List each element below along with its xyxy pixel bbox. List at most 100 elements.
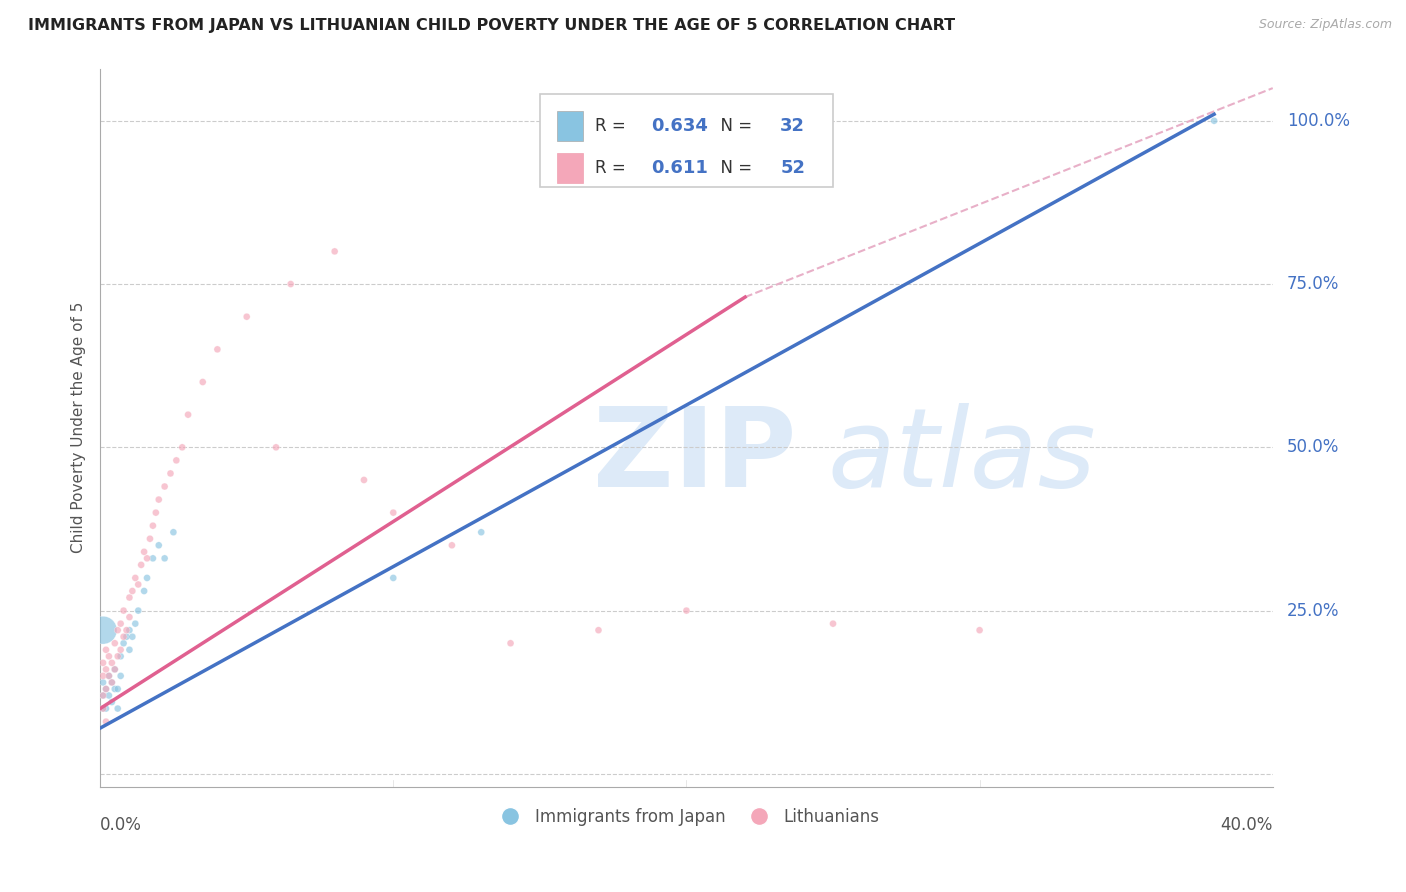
Immigrants from Japan bbox=[124, 616, 146, 631]
Immigrants from Japan bbox=[112, 636, 135, 650]
Text: Source: ZipAtlas.com: Source: ZipAtlas.com bbox=[1258, 18, 1392, 31]
Text: R =: R = bbox=[595, 117, 631, 135]
Text: 52: 52 bbox=[780, 159, 806, 177]
Lithuanians bbox=[118, 610, 141, 624]
Immigrants from Japan bbox=[153, 551, 176, 566]
Text: 0.634: 0.634 bbox=[651, 117, 709, 135]
Lithuanians bbox=[91, 656, 114, 670]
Lithuanians bbox=[91, 701, 114, 715]
Immigrants from Japan bbox=[104, 662, 127, 676]
Y-axis label: Child Poverty Under the Age of 5: Child Poverty Under the Age of 5 bbox=[72, 302, 86, 553]
Text: 32: 32 bbox=[780, 117, 806, 135]
Lithuanians bbox=[101, 656, 124, 670]
Immigrants from Japan bbox=[142, 551, 165, 566]
Lithuanians bbox=[165, 453, 187, 467]
Lithuanians bbox=[142, 518, 165, 533]
Lithuanians bbox=[153, 479, 176, 493]
Text: N =: N = bbox=[710, 117, 758, 135]
Immigrants from Japan bbox=[162, 525, 184, 540]
Lithuanians bbox=[139, 532, 162, 546]
Lithuanians bbox=[159, 467, 181, 481]
Lithuanians bbox=[821, 616, 844, 631]
Lithuanians bbox=[97, 669, 120, 683]
Text: IMMIGRANTS FROM JAPAN VS LITHUANIAN CHILD POVERTY UNDER THE AGE OF 5 CORRELATION: IMMIGRANTS FROM JAPAN VS LITHUANIAN CHIL… bbox=[28, 18, 955, 33]
FancyBboxPatch shape bbox=[540, 94, 832, 187]
Text: 0.611: 0.611 bbox=[651, 159, 709, 177]
Lithuanians bbox=[382, 506, 405, 520]
Text: 25.0%: 25.0% bbox=[1286, 601, 1340, 620]
Lithuanians bbox=[91, 669, 114, 683]
Immigrants from Japan bbox=[94, 681, 117, 696]
Immigrants from Japan bbox=[104, 681, 127, 696]
Immigrants from Japan bbox=[101, 675, 124, 690]
Lithuanians bbox=[440, 538, 463, 552]
Lithuanians bbox=[101, 675, 124, 690]
Immigrants from Japan bbox=[91, 675, 114, 690]
Lithuanians bbox=[132, 545, 155, 559]
Immigrants from Japan bbox=[107, 681, 129, 696]
Immigrants from Japan bbox=[107, 701, 129, 715]
Immigrants from Japan bbox=[121, 630, 143, 644]
Lithuanians bbox=[323, 244, 346, 259]
Immigrants from Japan bbox=[91, 689, 114, 703]
Lithuanians bbox=[280, 277, 302, 291]
Lithuanians bbox=[97, 649, 120, 664]
Lithuanians bbox=[112, 604, 135, 618]
Lithuanians bbox=[94, 714, 117, 729]
Immigrants from Japan bbox=[382, 571, 405, 585]
Immigrants from Japan bbox=[136, 571, 159, 585]
Immigrants from Japan bbox=[127, 604, 149, 618]
Text: 75.0%: 75.0% bbox=[1286, 275, 1339, 293]
Immigrants from Japan bbox=[97, 669, 120, 683]
Immigrants from Japan bbox=[118, 623, 141, 637]
Text: 0.0%: 0.0% bbox=[100, 815, 142, 834]
Lithuanians bbox=[675, 604, 697, 618]
Bar bbox=[557, 111, 583, 141]
Lithuanians bbox=[148, 492, 170, 507]
Lithuanians bbox=[94, 662, 117, 676]
Lithuanians bbox=[118, 591, 141, 605]
Lithuanians bbox=[969, 623, 991, 637]
Immigrants from Japan bbox=[110, 649, 132, 664]
Lithuanians bbox=[110, 642, 132, 657]
Immigrants from Japan bbox=[101, 695, 124, 709]
Lithuanians bbox=[353, 473, 375, 487]
Text: R =: R = bbox=[595, 159, 631, 177]
Lithuanians bbox=[121, 584, 143, 599]
Immigrants from Japan bbox=[148, 538, 170, 552]
Lithuanians bbox=[107, 623, 129, 637]
Lithuanians bbox=[110, 616, 132, 631]
Lithuanians bbox=[94, 642, 117, 657]
Lithuanians bbox=[588, 623, 610, 637]
Immigrants from Japan bbox=[110, 669, 132, 683]
Lithuanians bbox=[104, 662, 127, 676]
Lithuanians bbox=[104, 636, 127, 650]
Lithuanians bbox=[145, 506, 167, 520]
Lithuanians bbox=[112, 630, 135, 644]
Lithuanians bbox=[136, 551, 159, 566]
Lithuanians bbox=[191, 375, 214, 389]
Legend: Immigrants from Japan, Lithuanians: Immigrants from Japan, Lithuanians bbox=[486, 801, 886, 832]
Text: 40.0%: 40.0% bbox=[1220, 815, 1272, 834]
Lithuanians bbox=[94, 681, 117, 696]
Immigrants from Japan bbox=[132, 584, 155, 599]
Lithuanians bbox=[499, 636, 522, 650]
Bar bbox=[557, 153, 583, 183]
Immigrants from Japan bbox=[91, 701, 114, 715]
Lithuanians bbox=[91, 689, 114, 703]
Lithuanians bbox=[235, 310, 257, 324]
Text: N =: N = bbox=[710, 159, 758, 177]
Lithuanians bbox=[127, 577, 149, 591]
Immigrants from Japan bbox=[97, 689, 120, 703]
Lithuanians bbox=[177, 408, 200, 422]
Immigrants from Japan bbox=[94, 701, 117, 715]
Text: 50.0%: 50.0% bbox=[1286, 438, 1339, 457]
Text: atlas: atlas bbox=[827, 403, 1095, 510]
Text: 100.0%: 100.0% bbox=[1286, 112, 1350, 129]
Text: ZIP: ZIP bbox=[592, 403, 796, 510]
Immigrants from Japan bbox=[115, 630, 138, 644]
Lithuanians bbox=[264, 440, 287, 454]
Immigrants from Japan bbox=[118, 642, 141, 657]
Lithuanians bbox=[124, 571, 146, 585]
Immigrants from Japan bbox=[1204, 113, 1226, 128]
